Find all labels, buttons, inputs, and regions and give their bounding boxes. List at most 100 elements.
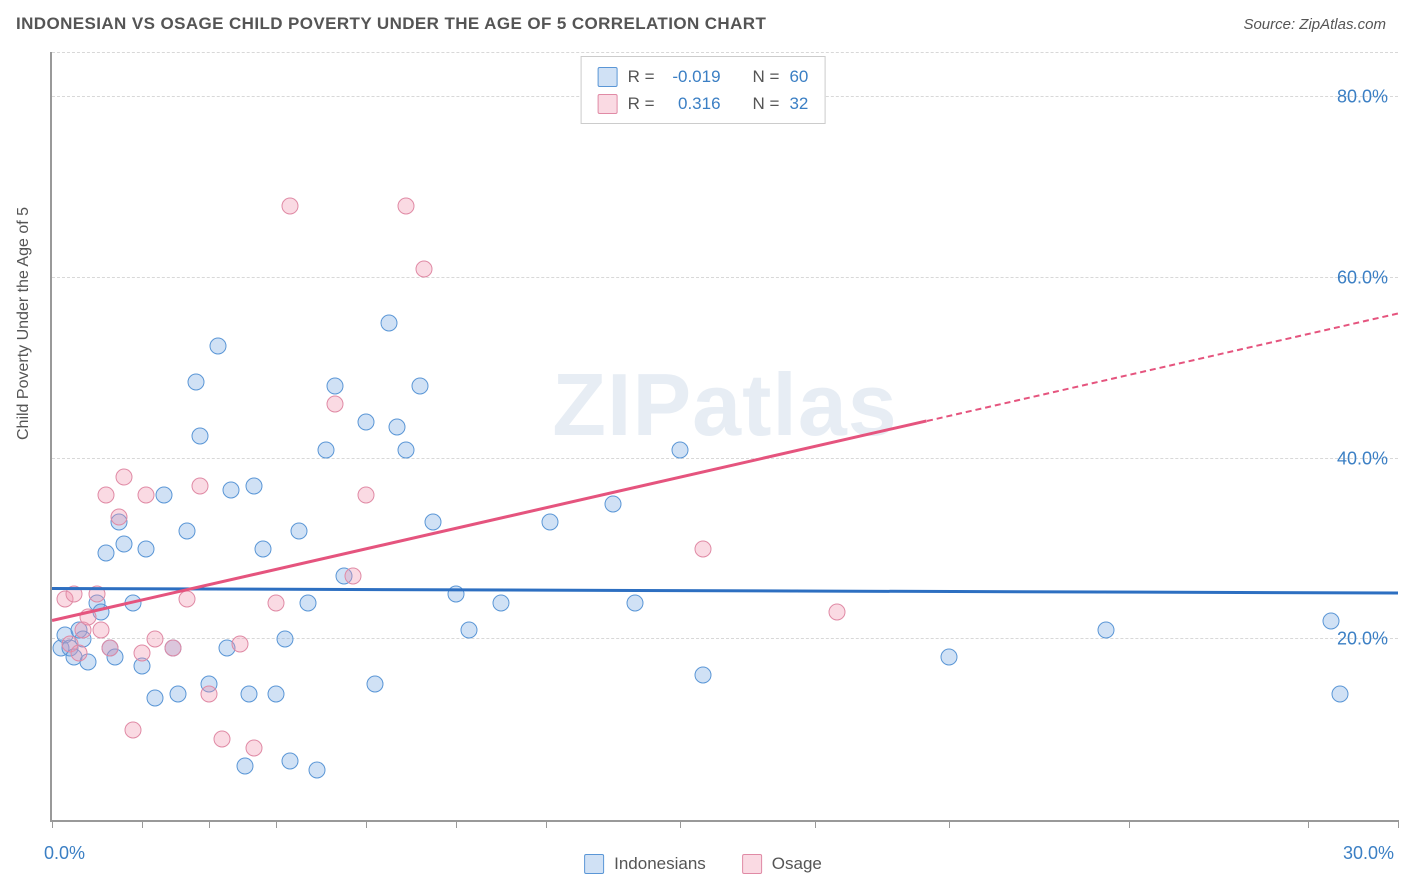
data-point — [111, 509, 128, 526]
gridline — [52, 277, 1398, 278]
legend-item: Indonesians — [584, 854, 706, 874]
data-point — [694, 540, 711, 557]
r-label: R = — [628, 63, 655, 90]
chart-header: INDONESIAN VS OSAGE CHILD POVERTY UNDER … — [0, 0, 1406, 44]
data-point — [317, 441, 334, 458]
data-point — [192, 477, 209, 494]
data-point — [1098, 622, 1115, 639]
data-point — [236, 757, 253, 774]
data-point — [277, 631, 294, 648]
data-point — [461, 622, 478, 639]
data-point — [416, 260, 433, 277]
data-point — [1331, 685, 1348, 702]
legend-label: Osage — [772, 854, 822, 874]
data-point — [201, 685, 218, 702]
watermark: ZIPatlas — [552, 354, 897, 456]
data-point — [398, 197, 415, 214]
x-tick — [142, 820, 143, 828]
swatch-osage-icon — [742, 854, 762, 874]
data-point — [115, 536, 132, 553]
data-point — [178, 590, 195, 607]
data-point — [147, 690, 164, 707]
data-point — [156, 486, 173, 503]
trend-line — [927, 312, 1399, 421]
data-point — [124, 721, 141, 738]
data-point — [232, 635, 249, 652]
data-point — [542, 513, 559, 530]
data-point — [214, 730, 231, 747]
legend-label: Indonesians — [614, 854, 706, 874]
r-value: -0.019 — [665, 63, 721, 90]
x-tick — [366, 820, 367, 828]
data-point — [223, 482, 240, 499]
x-tick — [276, 820, 277, 828]
data-point — [367, 676, 384, 693]
data-point — [268, 685, 285, 702]
data-point — [115, 468, 132, 485]
data-point — [97, 486, 114, 503]
data-point — [358, 414, 375, 431]
data-point — [254, 540, 271, 557]
data-point — [299, 595, 316, 612]
y-tick-label: 20.0% — [1337, 629, 1388, 650]
x-tick — [1398, 820, 1399, 828]
data-point — [70, 644, 87, 661]
data-point — [425, 513, 442, 530]
data-point — [829, 604, 846, 621]
data-point — [326, 378, 343, 395]
n-label: N = — [753, 63, 780, 90]
data-point — [187, 373, 204, 390]
n-value: 32 — [789, 90, 808, 117]
n-value: 60 — [789, 63, 808, 90]
x-tick — [456, 820, 457, 828]
data-point — [290, 522, 307, 539]
data-point — [192, 428, 209, 445]
data-point — [138, 540, 155, 557]
data-point — [169, 685, 186, 702]
data-point — [326, 396, 343, 413]
trend-line — [52, 587, 1398, 594]
y-axis-title: Child Poverty Under the Age of 5 — [15, 207, 33, 440]
data-point — [694, 667, 711, 684]
stats-legend: R = -0.019 N = 60 R = 0.316 N = 32 — [581, 56, 826, 124]
data-point — [147, 631, 164, 648]
data-point — [138, 486, 155, 503]
gridline — [52, 458, 1398, 459]
x-tick — [52, 820, 53, 828]
y-tick-label: 60.0% — [1337, 267, 1388, 288]
y-tick-label: 40.0% — [1337, 448, 1388, 469]
data-point — [133, 644, 150, 661]
r-label: R = — [628, 90, 655, 117]
n-label: N = — [753, 90, 780, 117]
data-point — [398, 441, 415, 458]
gridline — [52, 638, 1398, 639]
data-point — [97, 545, 114, 562]
y-tick-label: 80.0% — [1337, 87, 1388, 108]
data-point — [178, 522, 195, 539]
data-point — [93, 622, 110, 639]
data-point — [941, 649, 958, 666]
chart-source: Source: ZipAtlas.com — [1243, 16, 1386, 33]
data-point — [411, 378, 428, 395]
data-point — [1322, 613, 1339, 630]
data-point — [672, 441, 689, 458]
data-point — [245, 477, 262, 494]
data-point — [492, 595, 509, 612]
data-point — [268, 595, 285, 612]
data-point — [389, 418, 406, 435]
x-axis-min-label: 0.0% — [44, 843, 85, 864]
data-point — [308, 762, 325, 779]
swatch-indonesians-icon — [584, 854, 604, 874]
x-tick — [1129, 820, 1130, 828]
swatch-osage-icon — [598, 94, 618, 114]
data-point — [281, 753, 298, 770]
data-point — [281, 197, 298, 214]
data-point — [380, 315, 397, 332]
x-tick — [815, 820, 816, 828]
r-value: 0.316 — [665, 90, 721, 117]
series-legend: Indonesians Osage — [584, 854, 822, 874]
data-point — [165, 640, 182, 657]
x-tick — [546, 820, 547, 828]
stats-row: R = 0.316 N = 32 — [598, 90, 809, 117]
data-point — [358, 486, 375, 503]
